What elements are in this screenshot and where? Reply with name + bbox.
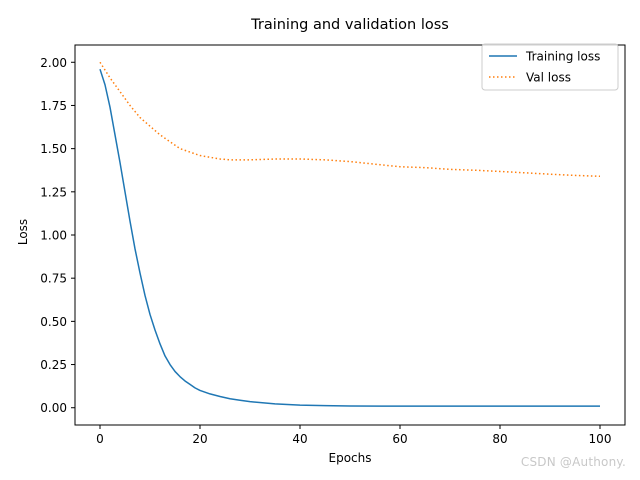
x-tick-label: 60 — [392, 432, 407, 446]
series-layer — [99, 61, 601, 407]
x-tick-label: 80 — [492, 432, 507, 446]
series-line-training-loss — [99, 68, 600, 407]
x-tick-label: 20 — [192, 432, 207, 446]
legend-label-val-loss: Val loss — [526, 71, 571, 85]
series-line-val-loss — [99, 61, 601, 178]
x-tick-label: 100 — [589, 432, 612, 446]
x-axis-ticks: 0 20 40 60 80 100 — [96, 425, 611, 446]
y-tick-label: 0.50 — [40, 315, 67, 329]
x-tick-label: 40 — [292, 432, 307, 446]
legend-label-training-loss: Training loss — [525, 50, 600, 64]
y-tick-label: 1.00 — [40, 229, 67, 243]
y-tick-label: 0.00 — [40, 401, 67, 415]
y-tick-label: 1.25 — [40, 185, 67, 199]
x-tick-label: 0 — [96, 432, 104, 446]
y-tick-label: 1.75 — [40, 99, 67, 113]
y-axis-ticks: 0.00 0.25 0.50 0.75 1.00 1.25 1.50 1.75 2.00 — [40, 56, 75, 415]
legend: Training loss Val loss — [481, 43, 619, 91]
chart-title: Training and validation loss — [250, 17, 449, 33]
y-tick-label: 2.00 — [40, 56, 67, 70]
y-tick-label: 0.75 — [40, 272, 67, 286]
y-tick-label: 1.50 — [40, 142, 67, 156]
x-axis-label: Epochs — [329, 451, 372, 465]
axes-frame — [74, 44, 626, 426]
y-axis-label: Loss — [16, 219, 30, 245]
watermark: CSDN @Authony. — [520, 455, 626, 469]
y-tick-label: 0.25 — [40, 358, 67, 372]
